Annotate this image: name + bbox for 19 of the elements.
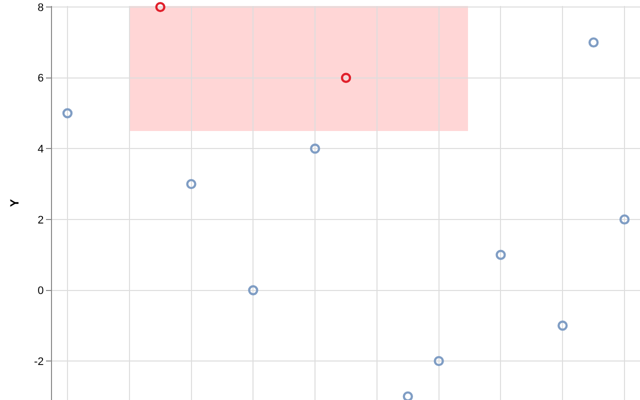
point: [402, 391, 413, 400]
point: [248, 285, 258, 296]
y-tick-label: 8: [38, 2, 44, 14]
y-tick-label: -2: [34, 356, 44, 368]
y-tick-label: 6: [38, 72, 44, 85]
point: [496, 250, 506, 260]
point: [588, 37, 599, 48]
point: [186, 178, 196, 190]
y-tick-label: 0: [38, 285, 44, 298]
point: [155, 2, 166, 12]
point: [558, 320, 568, 331]
point: [310, 144, 320, 154]
y-tick-label: 2: [38, 214, 44, 226]
y-axis-title: Y: [7, 198, 22, 208]
point: [434, 356, 444, 366]
point: [340, 72, 352, 83]
point: [619, 214, 630, 225]
y-tick-label: 4: [38, 144, 44, 156]
point: [62, 108, 73, 118]
